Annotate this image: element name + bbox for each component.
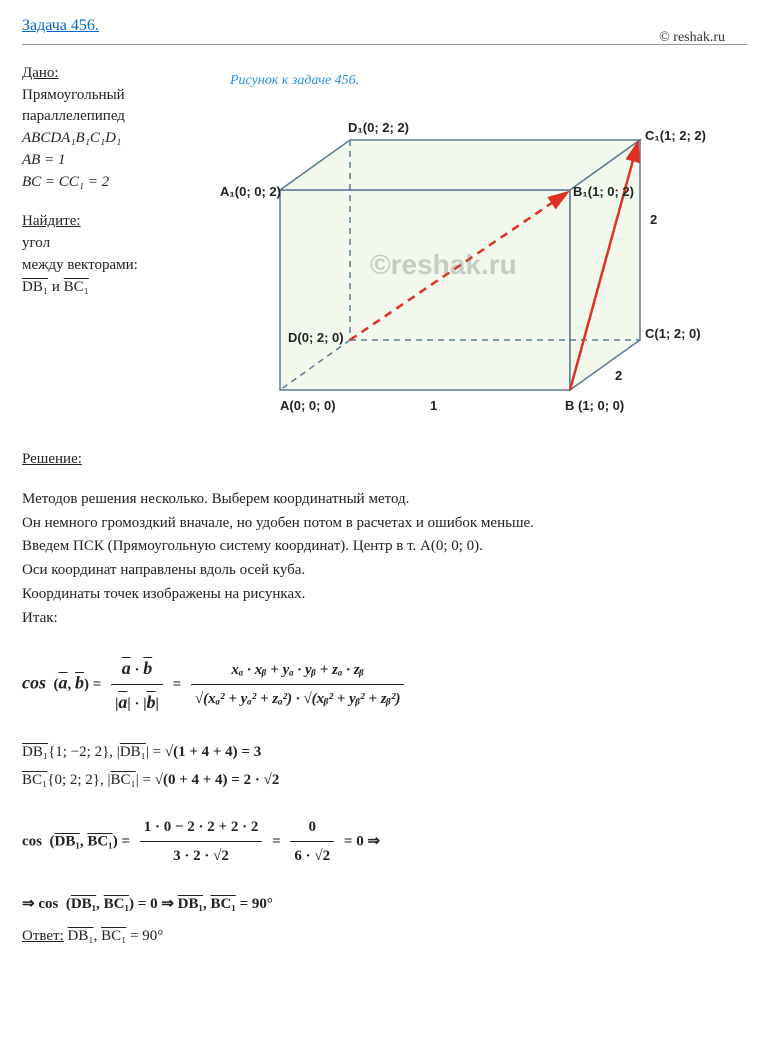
- vertex-B1: B₁(1; 0; 2): [573, 183, 634, 202]
- figure-column: Рисунок к задаче 456.: [220, 63, 690, 445]
- task-title[interactable]: Задача 456.: [22, 17, 99, 34]
- header-row: Задача 456. © reshak.ru: [22, 14, 747, 38]
- divider: [22, 44, 747, 45]
- cosine-formula: cos (a, b) = a · b |a| · |b| = xₐ · xᵦ +…: [22, 655, 747, 716]
- solution-line: Введем ПСК (Прямоугольную систему коорди…: [22, 536, 747, 558]
- given-line: Прямоугольный: [22, 85, 202, 107]
- vector-bc1: BC₁{0; 2; 2}, |BC₁| = √(0 + 4 + 4) = 2 ·…: [22, 770, 747, 792]
- solution-line: Координаты точек изображены на рисунках.: [22, 584, 747, 606]
- solution-head: Решение:: [22, 449, 747, 471]
- vertex-D1: D₁(0; 2; 2): [348, 119, 409, 138]
- given-line: ABCDA₁B₁C₁D₁: [22, 128, 202, 150]
- edge-label-1: 1: [430, 397, 437, 416]
- edge-label-2b: 2: [650, 211, 657, 230]
- figure-caption: Рисунок к задаче 456.: [230, 71, 690, 91]
- solution-line: Оси координат направлены вдоль осей куба…: [22, 560, 747, 582]
- vertex-A: A(0; 0; 0): [280, 397, 336, 416]
- given-line: BC = CC₁ = 2: [22, 172, 202, 194]
- calc-line-2: ⇒ cos (DB₁, BC₁) = 0 ⇒ DB₁, BC₁ = 90°: [22, 894, 747, 916]
- left-column: Дано: Прямоугольный параллелепипед ABCDA…: [22, 63, 202, 299]
- vertex-C: C(1; 2; 0): [645, 325, 701, 344]
- given-head: Дано:: [22, 63, 202, 85]
- given-line: AB = 1: [22, 150, 202, 172]
- answer: Ответ: DB₁, BC₁ = 90°: [22, 926, 747, 948]
- calc-line-1: cos (DB₁, BC₁) = 1 · 0 − 2 · 2 + 2 · 2 3…: [22, 817, 747, 868]
- vertex-C1: C₁(1; 2; 2): [645, 127, 706, 146]
- find-line: между векторами:: [22, 255, 202, 277]
- given-line: параллелепипед: [22, 106, 202, 128]
- solution-text: Методов решения несколько. Выберем коорд…: [22, 489, 747, 630]
- find-line: угол: [22, 233, 202, 255]
- diagram: D₁(0; 2; 2) C₁(1; 2; 2) A₁(0; 0; 2) B₁(1…: [220, 105, 690, 445]
- vertex-A1: A₁(0; 0; 2): [220, 183, 281, 202]
- solution-line: Методов решения несколько. Выберем коорд…: [22, 489, 747, 511]
- vertex-B: B (1; 0; 0): [565, 397, 624, 416]
- edge-label-2a: 2: [615, 367, 622, 386]
- copyright: © reshak.ru: [659, 28, 725, 48]
- vector-db1: DB₁{1; −2; 2}, |DB₁| = √(1 + 4 + 4) = 3: [22, 742, 747, 764]
- solution-line: Итак:: [22, 608, 747, 630]
- cuboid-svg: [220, 105, 690, 445]
- find-line: DB₁ и BC₁: [22, 277, 202, 299]
- given-and-figure: Дано: Прямоугольный параллелепипед ABCDA…: [22, 63, 747, 445]
- solution-line: Он немного громоздкий вначале, но удобен…: [22, 513, 747, 535]
- find-head: Найдите:: [22, 211, 202, 233]
- vertex-D: D(0; 2; 0): [288, 329, 344, 348]
